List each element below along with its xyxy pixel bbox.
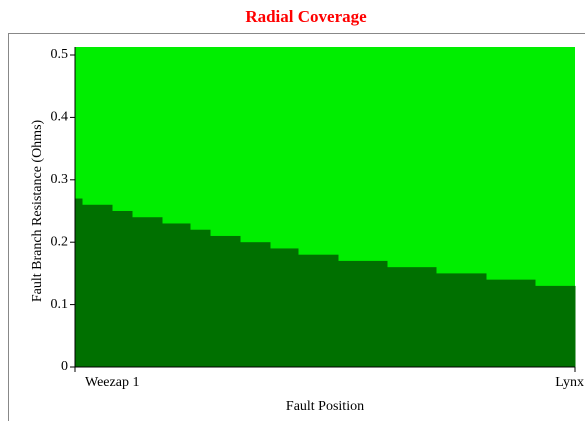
step [190, 229, 211, 367]
step [270, 248, 299, 367]
y-tick-label: 0.5 [51, 47, 69, 62]
y-axis-label: Fault Branch Resistance (Ohms) [30, 119, 45, 302]
step [535, 285, 576, 367]
step [75, 198, 83, 367]
step [82, 204, 113, 367]
step [162, 223, 191, 367]
frame [8, 33, 585, 421]
step [298, 254, 339, 367]
chart-title: Radial Coverage [245, 7, 367, 26]
step [210, 235, 241, 367]
y-tick-label: 0.1 [51, 297, 69, 312]
step [112, 211, 133, 367]
x-axis-label: Fault Position [286, 399, 364, 414]
step [132, 217, 163, 367]
step [486, 279, 536, 367]
y-tick-label: 0.3 [51, 172, 69, 187]
step [436, 273, 487, 367]
x-tick-label: Weezap 1 [85, 375, 139, 390]
y-tick-label: 0.4 [51, 110, 69, 125]
y-tick-label: 0 [61, 359, 68, 374]
step [240, 242, 271, 367]
x-tick-label: Lynx [555, 375, 584, 390]
step [338, 260, 388, 367]
y-tick-label: 0.2 [51, 234, 69, 249]
step [387, 267, 437, 367]
